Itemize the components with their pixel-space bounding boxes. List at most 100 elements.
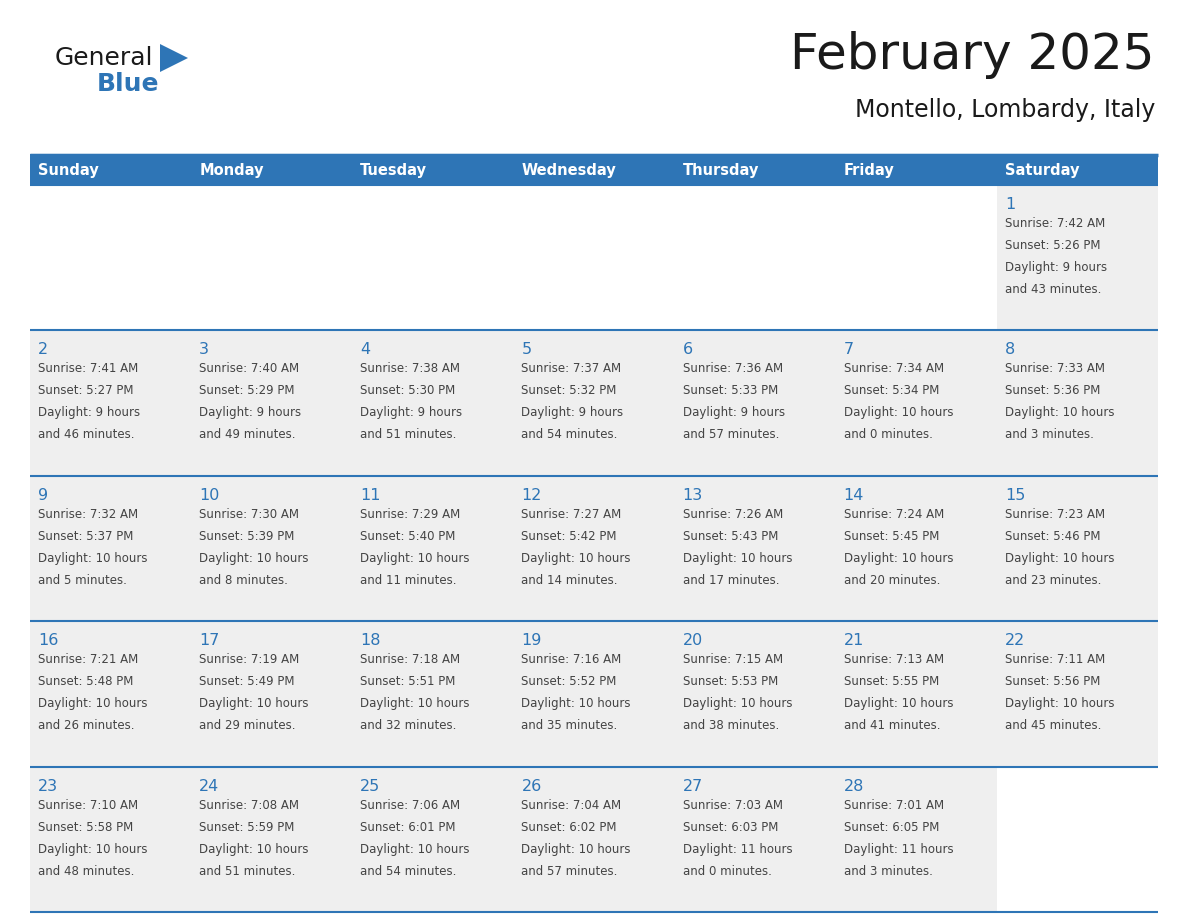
Text: Daylight: 9 hours: Daylight: 9 hours	[522, 407, 624, 420]
Bar	[191, 155, 353, 185]
Bar	[191, 185, 353, 330]
Text: 1: 1	[1005, 197, 1015, 212]
Text: Daylight: 10 hours: Daylight: 10 hours	[38, 843, 147, 856]
Text: and 3 minutes.: and 3 minutes.	[843, 865, 933, 878]
Text: Daylight: 10 hours: Daylight: 10 hours	[522, 843, 631, 856]
Text: and 38 minutes.: and 38 minutes.	[683, 719, 779, 733]
Bar	[30, 767, 191, 912]
Text: Daylight: 10 hours: Daylight: 10 hours	[843, 697, 953, 711]
Bar	[30, 185, 191, 330]
Bar	[513, 621, 675, 767]
Text: Daylight: 11 hours: Daylight: 11 hours	[683, 843, 792, 856]
Text: Daylight: 10 hours: Daylight: 10 hours	[1005, 552, 1114, 565]
Text: Sunrise: 7:03 AM: Sunrise: 7:03 AM	[683, 799, 783, 812]
Text: Tuesday: Tuesday	[360, 162, 428, 177]
Bar	[353, 476, 513, 621]
Bar	[30, 621, 191, 767]
Text: Sunrise: 7:27 AM: Sunrise: 7:27 AM	[522, 508, 621, 521]
Text: Montello, Lombardy, Italy: Montello, Lombardy, Italy	[854, 98, 1155, 122]
Text: and 29 minutes.: and 29 minutes.	[200, 719, 296, 733]
Text: Sunset: 5:52 PM: Sunset: 5:52 PM	[522, 676, 617, 688]
Text: Sunrise: 7:21 AM: Sunrise: 7:21 AM	[38, 654, 138, 666]
Text: 20: 20	[683, 633, 703, 648]
Text: 3: 3	[200, 342, 209, 357]
Text: 26: 26	[522, 778, 542, 793]
Text: 17: 17	[200, 633, 220, 648]
Bar	[675, 185, 835, 330]
Text: 16: 16	[38, 633, 58, 648]
Text: and 46 minutes.: and 46 minutes.	[38, 429, 134, 442]
Bar	[191, 767, 353, 912]
Bar	[835, 476, 997, 621]
Text: 27: 27	[683, 778, 703, 793]
Text: 28: 28	[843, 778, 864, 793]
Text: Monday: Monday	[200, 162, 264, 177]
Text: February 2025: February 2025	[790, 31, 1155, 79]
Bar	[675, 155, 835, 185]
Text: Sunset: 5:53 PM: Sunset: 5:53 PM	[683, 676, 778, 688]
Text: Sunset: 5:42 PM: Sunset: 5:42 PM	[522, 530, 617, 543]
Text: Sunset: 6:02 PM: Sunset: 6:02 PM	[522, 821, 617, 834]
Text: Sunrise: 7:42 AM: Sunrise: 7:42 AM	[1005, 217, 1105, 230]
Bar	[835, 621, 997, 767]
Text: Sunrise: 7:10 AM: Sunrise: 7:10 AM	[38, 799, 138, 812]
Text: Sunrise: 7:34 AM: Sunrise: 7:34 AM	[843, 363, 943, 375]
Bar	[353, 621, 513, 767]
Text: Sunset: 5:30 PM: Sunset: 5:30 PM	[360, 385, 455, 397]
Text: Saturday: Saturday	[1005, 162, 1080, 177]
Text: Thursday: Thursday	[683, 162, 759, 177]
Text: 11: 11	[360, 487, 381, 503]
Text: 22: 22	[1005, 633, 1025, 648]
Text: Daylight: 10 hours: Daylight: 10 hours	[38, 552, 147, 565]
Text: Daylight: 10 hours: Daylight: 10 hours	[683, 552, 792, 565]
Bar	[191, 330, 353, 476]
Text: Sunset: 5:51 PM: Sunset: 5:51 PM	[360, 676, 456, 688]
Text: Sunset: 5:46 PM: Sunset: 5:46 PM	[1005, 530, 1100, 543]
Text: and 45 minutes.: and 45 minutes.	[1005, 719, 1101, 733]
Text: Daylight: 9 hours: Daylight: 9 hours	[200, 407, 302, 420]
Text: Daylight: 10 hours: Daylight: 10 hours	[200, 697, 309, 711]
Text: Sunset: 6:01 PM: Sunset: 6:01 PM	[360, 821, 456, 834]
Text: Sunset: 5:49 PM: Sunset: 5:49 PM	[200, 676, 295, 688]
Bar	[513, 476, 675, 621]
Text: Sunrise: 7:40 AM: Sunrise: 7:40 AM	[200, 363, 299, 375]
Text: Daylight: 10 hours: Daylight: 10 hours	[683, 697, 792, 711]
Text: and 26 minutes.: and 26 minutes.	[38, 719, 134, 733]
Text: and 35 minutes.: and 35 minutes.	[522, 719, 618, 733]
Text: Sunrise: 7:18 AM: Sunrise: 7:18 AM	[360, 654, 461, 666]
Text: 6: 6	[683, 342, 693, 357]
Text: Sunrise: 7:37 AM: Sunrise: 7:37 AM	[522, 363, 621, 375]
Text: and 3 minutes.: and 3 minutes.	[1005, 429, 1094, 442]
Bar	[191, 476, 353, 621]
Text: Daylight: 10 hours: Daylight: 10 hours	[522, 552, 631, 565]
Text: Sunrise: 7:29 AM: Sunrise: 7:29 AM	[360, 508, 461, 521]
Bar	[835, 185, 997, 330]
Text: Daylight: 10 hours: Daylight: 10 hours	[1005, 407, 1114, 420]
Text: Daylight: 9 hours: Daylight: 9 hours	[683, 407, 785, 420]
Text: Sunrise: 7:24 AM: Sunrise: 7:24 AM	[843, 508, 944, 521]
Bar	[30, 155, 191, 185]
Text: Sunrise: 7:01 AM: Sunrise: 7:01 AM	[843, 799, 943, 812]
Text: Daylight: 10 hours: Daylight: 10 hours	[200, 843, 309, 856]
Text: Sunrise: 7:23 AM: Sunrise: 7:23 AM	[1005, 508, 1105, 521]
Text: Sunset: 6:05 PM: Sunset: 6:05 PM	[843, 821, 939, 834]
Text: Daylight: 10 hours: Daylight: 10 hours	[843, 552, 953, 565]
Bar	[513, 185, 675, 330]
Bar	[675, 330, 835, 476]
Text: Sunset: 5:36 PM: Sunset: 5:36 PM	[1005, 385, 1100, 397]
Bar	[997, 155, 1158, 185]
Bar	[30, 476, 191, 621]
Text: and 5 minutes.: and 5 minutes.	[38, 574, 127, 587]
Text: and 43 minutes.: and 43 minutes.	[1005, 283, 1101, 296]
Text: Daylight: 10 hours: Daylight: 10 hours	[1005, 697, 1114, 711]
Text: Sunrise: 7:15 AM: Sunrise: 7:15 AM	[683, 654, 783, 666]
Bar	[835, 330, 997, 476]
Bar	[675, 476, 835, 621]
Text: Sunrise: 7:26 AM: Sunrise: 7:26 AM	[683, 508, 783, 521]
Text: Daylight: 9 hours: Daylight: 9 hours	[1005, 261, 1107, 274]
Polygon shape	[160, 44, 188, 72]
Text: Sunset: 5:37 PM: Sunset: 5:37 PM	[38, 530, 133, 543]
Text: Wednesday: Wednesday	[522, 162, 617, 177]
Text: Sunday: Sunday	[38, 162, 99, 177]
Text: and 0 minutes.: and 0 minutes.	[843, 429, 933, 442]
